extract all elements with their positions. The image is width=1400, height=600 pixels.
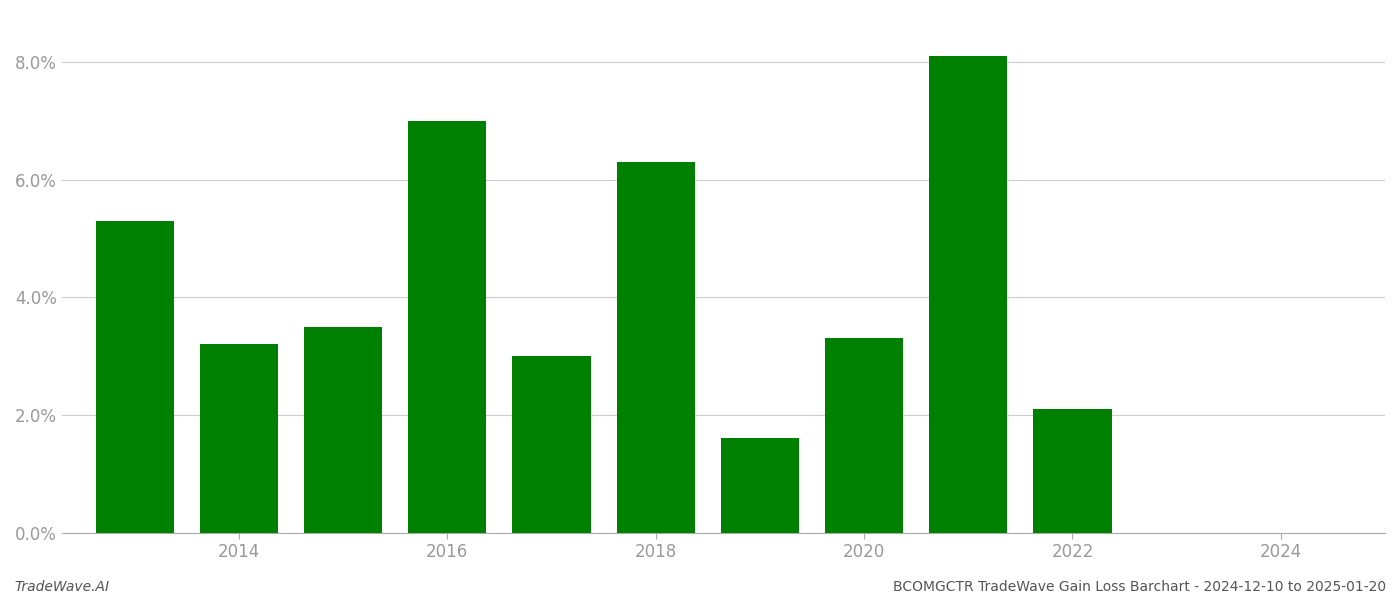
Bar (409, 121, 486, 533)
Bar (95, 221, 174, 533)
Bar (616, 162, 694, 533)
Bar (930, 56, 1008, 533)
Text: TradeWave.AI: TradeWave.AI (14, 580, 109, 594)
Bar (1033, 409, 1112, 533)
Bar (512, 356, 591, 533)
Bar (304, 327, 382, 533)
Bar (200, 344, 279, 533)
Text: BCOMGCTR TradeWave Gain Loss Barchart - 2024-12-10 to 2025-01-20: BCOMGCTR TradeWave Gain Loss Barchart - … (893, 580, 1386, 594)
Bar (721, 439, 799, 533)
Bar (825, 338, 903, 533)
